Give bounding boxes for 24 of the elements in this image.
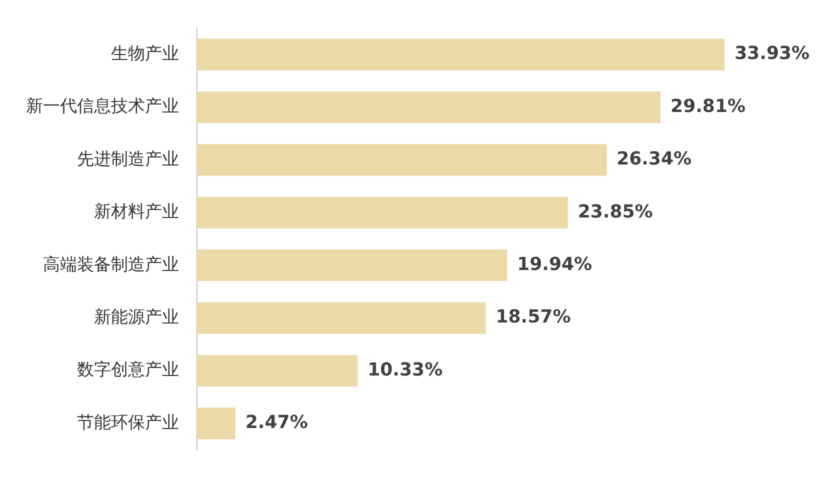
bar: [197, 408, 236, 440]
data-label: 10.33%: [368, 359, 443, 380]
y-tick-label: 新材料产业: [94, 202, 179, 222]
bar: [197, 91, 661, 124]
bar: [197, 250, 508, 282]
y-tick-label: 数字创意产业: [77, 360, 179, 380]
data-label: 19.94%: [517, 254, 592, 276]
bar: [197, 144, 607, 176]
data-label: 26.34%: [616, 148, 692, 170]
data-label: 23.85%: [578, 201, 653, 222]
bar: [197, 302, 486, 334]
bar: [197, 196, 568, 228]
y-tick-label: 节能环保产业: [77, 412, 179, 433]
data-label: 33.93%: [734, 43, 810, 64]
y-tick-label: 先进制造产业: [77, 149, 179, 170]
y-tick-label: 高端装备制造产业: [43, 254, 179, 275]
data-label: 2.47%: [245, 412, 308, 434]
bar: [197, 354, 358, 387]
data-label: 29.81%: [670, 96, 746, 117]
y-tick-label: 新一代信息技术产业: [26, 96, 179, 117]
y-tick-label: 生物产业: [111, 44, 179, 64]
y-tick-label: 新能源产业: [94, 307, 179, 328]
data-label: 18.57%: [496, 306, 571, 328]
bar: [197, 38, 725, 70]
